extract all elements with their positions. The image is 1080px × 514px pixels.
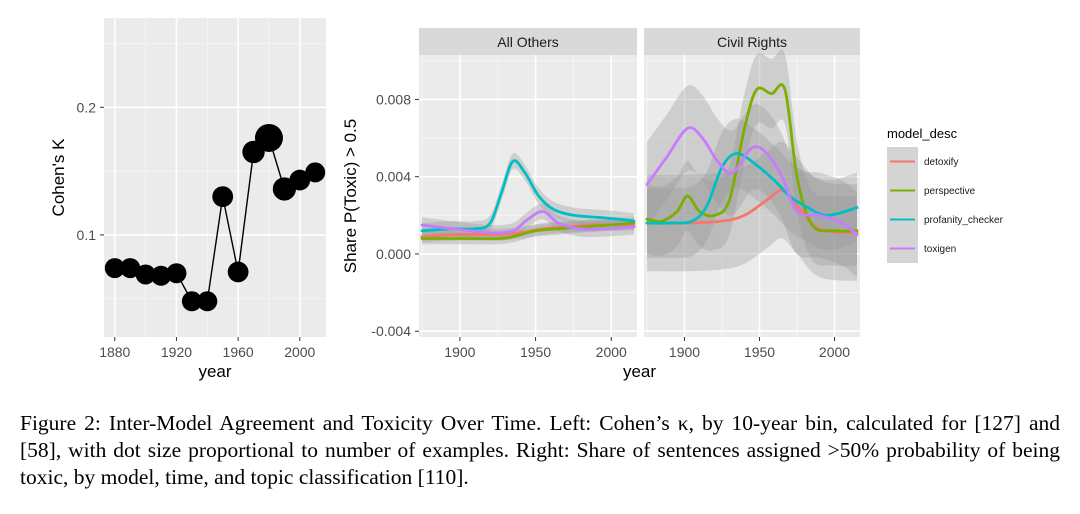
x-tick-label: 1900 bbox=[669, 344, 700, 360]
y-tick-label: 0.008 bbox=[376, 91, 411, 107]
facet-plot-background bbox=[419, 55, 637, 337]
cohens-k-point bbox=[120, 258, 141, 279]
cohens-k-point bbox=[135, 264, 156, 285]
y-tick-label: 0.1 bbox=[77, 227, 97, 243]
x-tick-label: 1950 bbox=[744, 344, 775, 360]
figure: 1880 1920 1960 2000 0.1 0.2 year Cohen's K 19… bbox=[49, 18, 1004, 381]
series-line-profanity_checker bbox=[645, 152, 859, 225]
facet-strip-label-all-others: All Others bbox=[497, 34, 558, 50]
x-tick-label: 2000 bbox=[284, 344, 315, 360]
series-line-toxigen bbox=[645, 126, 859, 236]
left-y-axis-title: Cohen's K bbox=[49, 138, 68, 217]
legend: model_desc detoxify perspective profanity_… bbox=[887, 126, 1004, 263]
y-tick-label: 0.000 bbox=[376, 246, 411, 262]
legend-items: detoxify perspective profanity_checkertoxi… bbox=[887, 147, 1004, 263]
left-plot-background bbox=[104, 18, 326, 337]
x-tick-label: 1960 bbox=[223, 344, 254, 360]
x-tick-label: 1920 bbox=[161, 344, 192, 360]
cohens-k-point bbox=[104, 258, 125, 279]
legend-label-toxigen: toxigen bbox=[924, 244, 956, 255]
cohens-k-point bbox=[181, 291, 202, 312]
cohens-k-point bbox=[289, 169, 311, 191]
legend-label-detoxify: detoxify bbox=[924, 157, 958, 168]
y-tick-label: 0.2 bbox=[77, 99, 97, 115]
x-tick-label: 1950 bbox=[520, 344, 551, 360]
x-tick-label: 1880 bbox=[99, 344, 130, 360]
figure-caption: Figure 2: Inter-Model Agreement and Toxi… bbox=[20, 411, 1060, 489]
x-tick-label: 2000 bbox=[819, 344, 850, 360]
cohens-k-point bbox=[151, 265, 172, 286]
right-y-axis-title: Share P(Toxic) > 0.5 bbox=[341, 119, 360, 274]
toxicity-share-panel: 1900 1950 2000 1900 1950 2000 All Others Civ… bbox=[341, 28, 860, 381]
facet-strip-label-civil-rights: Civil Rights bbox=[717, 34, 787, 50]
facet-strip bbox=[419, 28, 637, 55]
cohens-k-point bbox=[212, 186, 234, 208]
cohens-k-panel: 1880 1920 1960 2000 0.1 0.2 year Cohen's K bbox=[49, 18, 326, 381]
legend-title: model_desc bbox=[887, 126, 958, 141]
cohens-k-point bbox=[197, 291, 218, 312]
facet-all-others: 1900 1950 2000 bbox=[419, 28, 637, 360]
series-line-profanity_checker bbox=[420, 159, 636, 233]
cohens-k-points bbox=[104, 123, 326, 312]
left-axis-ticks: 1880 1920 1960 2000 0.1 0.2 bbox=[77, 99, 316, 360]
legend-label-profanity_checker: profanity_checker bbox=[924, 215, 1004, 226]
legend-label-perspective: perspective bbox=[924, 186, 976, 197]
cohens-k-point bbox=[305, 162, 326, 183]
cohens-k-point bbox=[254, 123, 283, 152]
facet-civil-rights: 1900 1950 2000 bbox=[644, 28, 860, 360]
series-line-perspective bbox=[420, 221, 636, 241]
series-line-toxigen bbox=[420, 210, 636, 235]
y-tick-label: 0.004 bbox=[376, 169, 411, 185]
right-y-axis-ticks: -0.004 0.000 0.004 0.008 bbox=[371, 91, 419, 339]
cohens-k-point bbox=[227, 261, 249, 283]
right-x-axis-title: year bbox=[623, 362, 656, 381]
cohens-k-point bbox=[166, 263, 187, 284]
left-x-axis-title: year bbox=[198, 362, 231, 381]
y-tick-label: -0.004 bbox=[371, 323, 411, 339]
x-tick-label: 2000 bbox=[596, 344, 627, 360]
series-line-perspective bbox=[645, 83, 859, 233]
x-tick-label: 1900 bbox=[444, 344, 475, 360]
facet-strip bbox=[644, 28, 860, 55]
